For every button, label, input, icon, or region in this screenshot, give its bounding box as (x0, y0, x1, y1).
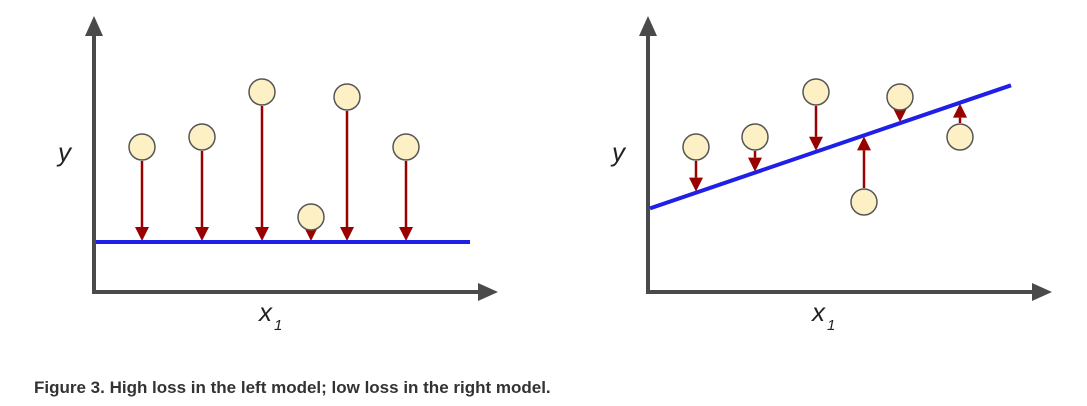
residual-arrow-head (399, 227, 413, 241)
data-point (802, 78, 830, 106)
data-point (248, 78, 276, 106)
residual-arrow-head (304, 227, 318, 241)
data-point (392, 133, 420, 161)
residual-arrow-head (893, 108, 907, 123)
left-panel: y x 1 (56, 16, 498, 334)
residual-arrow-head (953, 103, 967, 118)
residual-arrow-head (809, 136, 823, 151)
data-point (682, 133, 710, 161)
residual-arrow-head (689, 177, 703, 192)
residual-arrow-head (135, 227, 149, 241)
residual-arrow-head (748, 157, 762, 172)
x-axis-label: x (810, 297, 826, 327)
data-point (128, 133, 156, 161)
y-axis-arrowhead (85, 16, 103, 36)
right-panel: y x 1 (610, 16, 1052, 334)
x-axis-label-subscript: 1 (827, 317, 835, 334)
y-axis-arrowhead (639, 16, 657, 36)
data-point (188, 123, 216, 151)
y-axis-label: y (610, 137, 627, 167)
data-points (128, 78, 420, 231)
data-point (297, 203, 325, 231)
data-points (682, 78, 974, 216)
data-point (741, 123, 769, 151)
figure-caption: Figure 3. High loss in the left model; l… (34, 378, 551, 397)
residual-arrow-head (340, 227, 354, 241)
data-point (850, 188, 878, 216)
data-point (333, 83, 361, 111)
data-point (886, 83, 914, 111)
x-axis-arrowhead (1032, 283, 1052, 301)
residual-arrow-head (255, 227, 269, 241)
x-axis-label-subscript: 1 (274, 317, 282, 334)
residual-arrow-head (857, 136, 871, 151)
x-axis-arrowhead (478, 283, 498, 301)
residual-arrows (689, 103, 967, 192)
regression-line (649, 83, 1012, 211)
y-axis-label: y (56, 137, 73, 167)
residual-arrows (135, 106, 413, 241)
residual-arrow-head (195, 227, 209, 241)
data-point (946, 123, 974, 151)
x-axis-label: x (257, 297, 273, 327)
